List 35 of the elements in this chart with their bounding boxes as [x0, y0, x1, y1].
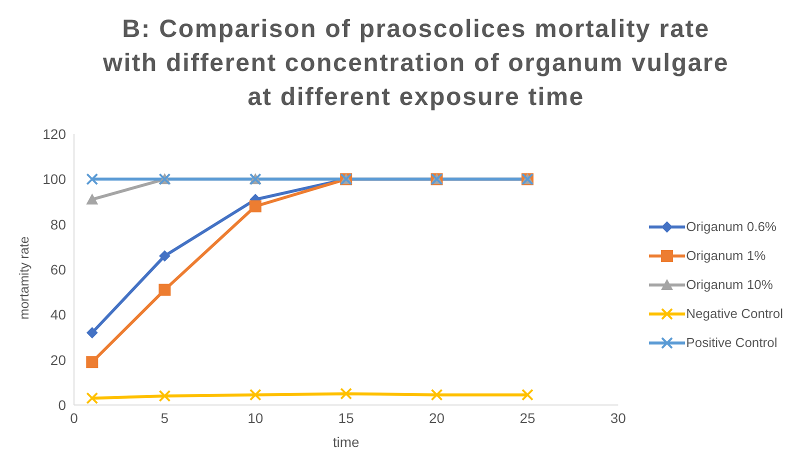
point	[158, 390, 171, 402]
point	[249, 200, 262, 212]
point	[249, 388, 262, 401]
y-tick-label: 0	[58, 396, 66, 413]
point	[159, 250, 170, 262]
point	[430, 388, 443, 401]
point	[86, 193, 98, 204]
point	[86, 392, 98, 404]
legend-label: Origanum 10%	[686, 277, 773, 292]
x-tick-label: 15	[338, 410, 354, 426]
x-tick-label: 20	[428, 410, 445, 426]
x-tick-label: 5	[160, 410, 169, 426]
y-tick-label: 120	[42, 126, 66, 142]
legend-label: Origanum 0.6%	[686, 219, 776, 234]
y-tick-label: 60	[50, 261, 66, 278]
point	[521, 388, 534, 401]
legend-label: Positive Control	[686, 335, 778, 350]
x-axis-title: time	[332, 434, 360, 449]
point	[86, 356, 98, 368]
point	[340, 388, 352, 400]
point	[158, 284, 171, 296]
y-tick-label: 20	[50, 352, 66, 368]
y-tick-label: 80	[50, 216, 66, 232]
y-axis-title: mortamity rate	[16, 236, 32, 320]
y-tick-label: 100	[42, 171, 66, 188]
point	[86, 327, 98, 338]
x-tick-label: 25	[520, 410, 536, 426]
point	[86, 173, 98, 186]
legend-label: Origanum 1%	[686, 248, 766, 263]
x-tick-label: 10	[248, 410, 264, 426]
chart-title: B: Comparison of praoscolices mortality rate with different concentration of organum vulgare at different exposure time	[102, 14, 730, 113]
legend-label: Negative Control	[686, 306, 783, 321]
x-tick-label: 0	[70, 410, 78, 426]
y-tick-label: 40	[50, 306, 66, 323]
x-tick-label: 30	[610, 410, 626, 426]
